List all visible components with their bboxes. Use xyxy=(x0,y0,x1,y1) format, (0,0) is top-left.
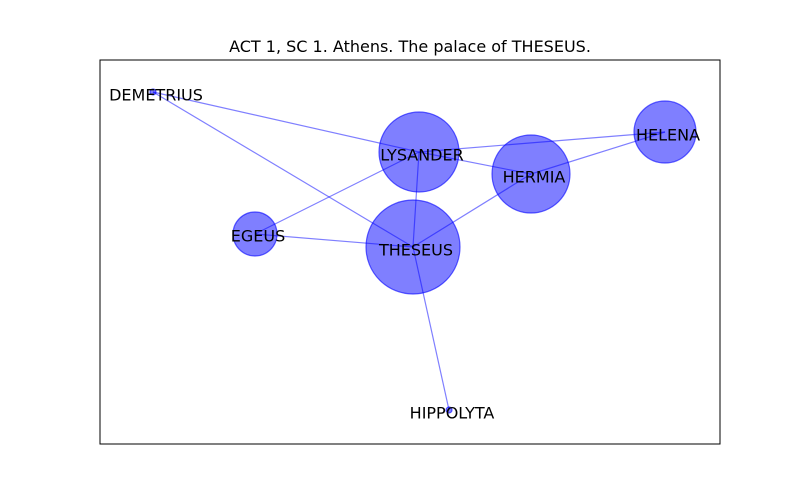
edge-demetrius-theseus xyxy=(152,91,414,248)
labels-layer: DEMETRIUS LYSANDER HERMIA HELENA EGEUS THESEU… xyxy=(109,86,700,423)
node-hermia[interactable] xyxy=(491,134,571,214)
node-label-hippolyta: HIPPOLYTA xyxy=(410,404,495,423)
plot-frame xyxy=(99,59,721,445)
node-helena[interactable] xyxy=(633,100,697,164)
node-theseus[interactable] xyxy=(365,199,461,295)
node-label-egeus: EGEUS xyxy=(231,227,285,246)
node-label-lysander: LYSANDER xyxy=(380,146,463,165)
edge-demetrius-lysander xyxy=(152,91,420,153)
node-label-demetrius: DEMETRIUS xyxy=(109,86,203,105)
node-hippolyta[interactable] xyxy=(445,406,453,414)
nodes-layer xyxy=(149,88,697,414)
node-label-hermia: HERMIA xyxy=(503,168,566,187)
figure-title: ACT 1, SC 1. Athens. The palace of THESE… xyxy=(229,37,591,56)
node-egeus[interactable] xyxy=(232,211,278,257)
node-label-theseus: THESEUS xyxy=(378,241,453,260)
node-demetrius[interactable] xyxy=(149,88,157,96)
node-label-helena: HELENA xyxy=(636,126,700,145)
node-lysander[interactable] xyxy=(378,111,460,193)
